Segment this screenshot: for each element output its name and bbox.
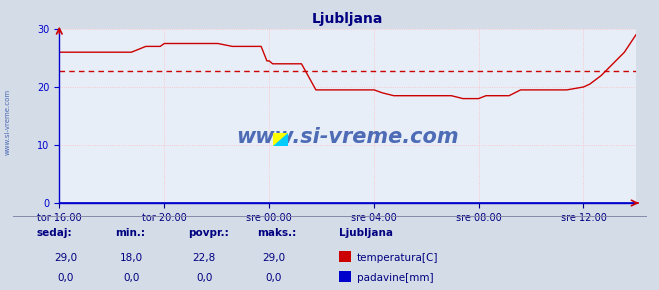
Text: 29,0: 29,0	[262, 253, 285, 263]
Text: 0,0: 0,0	[266, 273, 281, 283]
Text: www.si-vreme.com: www.si-vreme.com	[237, 127, 459, 147]
Text: 0,0: 0,0	[58, 273, 74, 283]
Text: 22,8: 22,8	[192, 253, 216, 263]
Text: 18,0: 18,0	[120, 253, 144, 263]
Text: temperatura[C]: temperatura[C]	[357, 253, 438, 263]
Title: Ljubljana: Ljubljana	[312, 12, 384, 26]
Text: min.:: min.:	[115, 228, 146, 238]
Text: sedaj:: sedaj:	[36, 228, 72, 238]
Text: padavine[mm]: padavine[mm]	[357, 273, 433, 283]
Text: 0,0: 0,0	[124, 273, 140, 283]
Text: maks.:: maks.:	[257, 228, 297, 238]
Text: 0,0: 0,0	[196, 273, 212, 283]
Text: www.si-vreme.com: www.si-vreme.com	[5, 89, 11, 155]
Text: Ljubljana: Ljubljana	[339, 228, 393, 238]
Text: 29,0: 29,0	[54, 253, 78, 263]
Text: povpr.:: povpr.:	[188, 228, 229, 238]
Polygon shape	[273, 133, 288, 146]
Polygon shape	[273, 133, 288, 146]
